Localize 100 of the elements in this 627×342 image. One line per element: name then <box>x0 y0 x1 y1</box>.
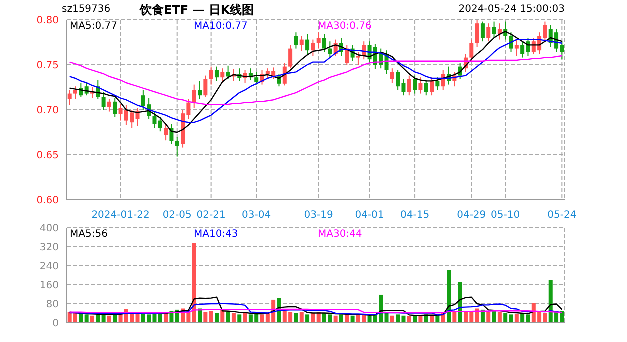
bar <box>486 312 491 323</box>
bar <box>90 316 94 323</box>
candlestick <box>214 66 219 82</box>
y-tick-label: 0.80 <box>36 16 59 27</box>
candlestick <box>306 34 310 55</box>
candlestick <box>254 72 259 86</box>
x-tick-label: 2024-01-22 <box>92 210 150 221</box>
candlestick <box>492 21 496 38</box>
bar <box>492 311 496 323</box>
bar <box>407 316 412 323</box>
bar <box>514 314 519 323</box>
bar <box>430 316 434 323</box>
bar <box>243 314 248 323</box>
text: sz159736 <box>62 4 111 15</box>
candlestick <box>498 23 502 40</box>
candlestick <box>158 116 162 132</box>
candlestick <box>470 39 474 62</box>
candlestick <box>316 32 321 50</box>
y-tick-label: 0 <box>52 318 59 330</box>
candlestick <box>198 80 202 100</box>
y-tick-label: 320 <box>40 242 59 254</box>
chart-title: 饮食ETF — 日K线图 <box>140 2 254 19</box>
bar <box>390 316 394 323</box>
candlestick <box>475 20 480 48</box>
text: MA10:0.77 <box>194 21 248 32</box>
text: MA30:0.76 <box>318 21 372 32</box>
bar <box>136 314 140 323</box>
bar <box>458 282 462 323</box>
candlestick <box>486 23 491 42</box>
bar <box>311 314 316 323</box>
candlestick <box>418 77 423 94</box>
x-tick-label: 04-01 <box>355 210 384 221</box>
y-tick-label: 240 <box>40 262 59 273</box>
text: MA10:43 <box>194 229 238 240</box>
bar <box>192 243 196 323</box>
y-tick-label: 160 <box>40 280 59 292</box>
candlestick <box>68 90 72 106</box>
text: MA5:0.77 <box>70 21 118 32</box>
candlestick <box>311 39 316 56</box>
bar <box>214 314 219 323</box>
x-tick-label: 04-15 <box>400 210 430 221</box>
bar <box>334 316 338 323</box>
bar <box>209 311 214 323</box>
y-tick-label: 0.70 <box>36 106 59 117</box>
x-tick-label: 04-29 <box>457 210 486 221</box>
candlestick <box>74 86 78 100</box>
bar <box>84 314 89 323</box>
candlestick <box>288 44 293 70</box>
y-tick-label: 80 <box>46 300 59 311</box>
text: 2024-05-24 15:00:03 <box>458 4 565 15</box>
x-tick-label: 05-10 <box>491 210 520 221</box>
bar <box>498 312 502 323</box>
y-tick-label: 0.65 <box>36 150 59 162</box>
bar <box>350 316 355 323</box>
bar <box>384 314 389 323</box>
bar <box>294 314 298 323</box>
bar <box>339 314 344 323</box>
x-tick-label: 02-05 <box>162 210 192 221</box>
candlestick <box>390 68 394 84</box>
candlestick <box>226 65 230 80</box>
bar <box>204 312 208 323</box>
candlestick <box>413 75 418 94</box>
bar <box>504 314 508 323</box>
candlestick <box>209 66 214 86</box>
candlestick <box>328 41 332 58</box>
bar <box>447 270 452 323</box>
candlestick <box>514 39 519 56</box>
x-tick-label: 02-21 <box>196 210 226 221</box>
bar <box>226 312 230 323</box>
y-tick-label: 0.75 <box>36 60 59 72</box>
line-series <box>69 303 563 316</box>
bar <box>306 314 310 323</box>
candlestick <box>192 84 196 109</box>
text: MA30:44 <box>318 229 362 240</box>
candlestick <box>294 32 298 50</box>
candlestick <box>175 136 180 158</box>
bar <box>107 316 112 323</box>
candlestick <box>164 124 168 142</box>
candlestick <box>322 34 327 53</box>
bar <box>79 314 84 323</box>
candlestick <box>102 92 106 110</box>
bar <box>96 314 100 323</box>
candlestick <box>480 21 485 42</box>
y-tick-label: 400 <box>40 224 59 235</box>
bar <box>509 314 514 323</box>
candlestick <box>509 32 514 53</box>
x-tick-label: 03-19 <box>304 210 334 221</box>
candlestick <box>356 52 360 66</box>
candlestick <box>436 77 440 91</box>
candlestick <box>424 80 428 96</box>
candlestick <box>300 36 304 52</box>
candlestick <box>204 75 208 98</box>
x-tick-label: 03-04 <box>242 210 272 221</box>
bar <box>238 314 242 323</box>
bar <box>413 316 418 323</box>
bar <box>300 312 304 323</box>
text: MA5:56 <box>70 229 108 240</box>
candlestick <box>107 98 112 112</box>
y-tick-label: 0.60 <box>36 196 59 207</box>
candlestick <box>152 111 157 128</box>
